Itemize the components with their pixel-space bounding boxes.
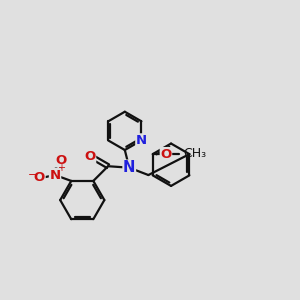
Text: O: O	[55, 154, 67, 167]
Text: O: O	[34, 172, 45, 184]
Text: O: O	[84, 150, 96, 163]
Text: −: −	[27, 170, 37, 180]
Text: N: N	[136, 134, 147, 147]
Text: +: +	[57, 163, 65, 173]
Text: N: N	[50, 169, 61, 182]
Text: N: N	[123, 160, 135, 175]
Text: CH₃: CH₃	[184, 147, 207, 160]
Text: O: O	[160, 148, 172, 160]
